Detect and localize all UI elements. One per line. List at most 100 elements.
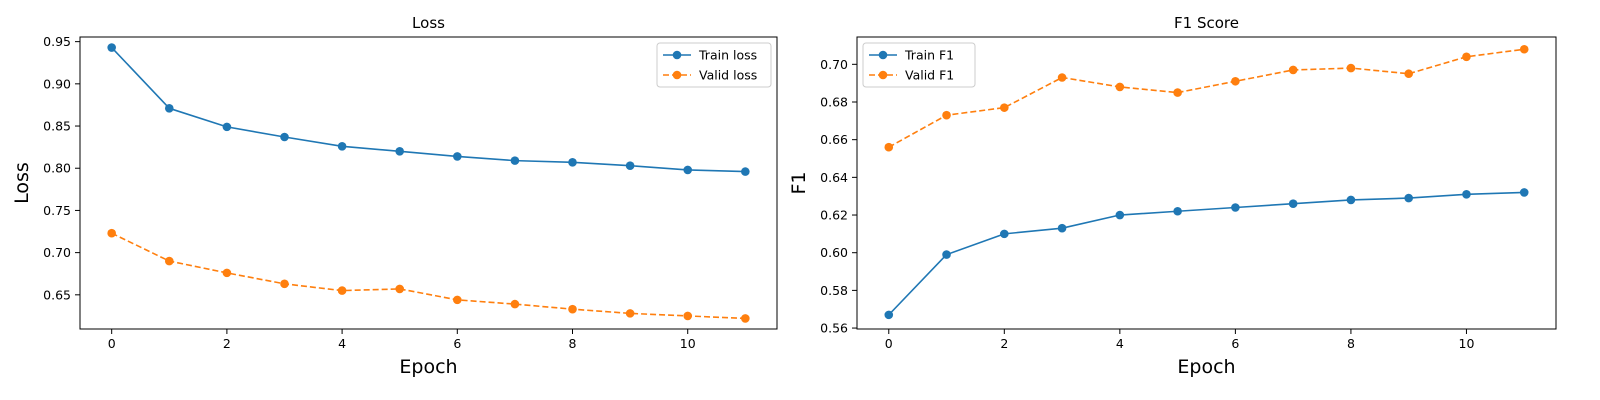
x-tick-label: 8	[1347, 336, 1355, 351]
data-point	[1404, 193, 1413, 203]
y-tick-label: 0.75	[43, 203, 71, 218]
y-tick-label: 0.56	[820, 321, 848, 336]
series-valid-loss	[107, 228, 750, 323]
legend: Train F1 Valid F1	[862, 42, 976, 88]
y-tick-label: 0.60	[820, 245, 848, 260]
data-point	[1057, 73, 1067, 82]
legend-label: Train loss	[698, 48, 757, 63]
data-point	[107, 228, 116, 238]
legend-label: Valid F1	[905, 68, 954, 83]
legend-marker	[878, 70, 888, 80]
data-point	[453, 152, 462, 161]
data-point	[942, 110, 951, 120]
data-point	[1231, 76, 1240, 86]
data-point	[510, 299, 520, 309]
x-axis-label: Epoch	[1177, 356, 1235, 378]
legend-box	[862, 42, 976, 88]
x-axis-label: Epoch	[399, 356, 457, 378]
x-tick-label: 4	[338, 336, 346, 351]
x-tick-label: 10	[680, 336, 696, 351]
series-line	[888, 191, 1525, 316]
data-point	[510, 156, 520, 165]
data-point	[164, 256, 174, 266]
data-point	[1519, 44, 1529, 54]
data-point	[884, 142, 894, 152]
data-point	[1404, 69, 1413, 79]
data-point	[1288, 65, 1298, 75]
chart-title: F1 Score	[1174, 14, 1239, 32]
series-valid-f1	[884, 44, 1529, 152]
data-point	[395, 284, 404, 294]
data-point	[1115, 82, 1125, 92]
data-point	[942, 250, 951, 259]
data-point	[568, 304, 577, 314]
plot-frame	[856, 36, 1557, 330]
y-tick-label: 0.85	[43, 119, 71, 134]
data-point	[1519, 188, 1529, 197]
x-tick-label: 0	[885, 336, 893, 351]
y-tick-label: 0.80	[43, 161, 71, 176]
y-tick-label: 0.68	[820, 94, 848, 109]
data-point	[280, 279, 289, 289]
data-point	[1057, 223, 1067, 233]
series-train-loss	[107, 43, 750, 176]
data-point	[107, 43, 116, 52]
data-point	[453, 295, 462, 305]
data-point	[683, 311, 693, 321]
data-point	[1173, 206, 1182, 216]
data-point	[625, 309, 635, 318]
series-line	[111, 46, 746, 173]
data-point	[222, 268, 232, 278]
y-tick-label: 0.58	[820, 283, 848, 298]
data-point	[1115, 210, 1125, 220]
legend-label: Train F1	[904, 48, 954, 63]
y-tick-label: 0.70	[43, 245, 71, 260]
legend-marker	[672, 50, 682, 60]
data-point	[1346, 195, 1356, 205]
data-point	[1462, 190, 1471, 199]
f1-score-chart: F1 Score 0 2 4 6 8 10 0.56 0.58 0.60 0.62 0.64 0.66 0…	[788, 14, 1557, 378]
data-point	[280, 132, 289, 142]
data-point	[568, 158, 577, 167]
data-point	[164, 104, 174, 113]
data-point	[741, 314, 750, 323]
y-tick-label: 0.65	[43, 287, 71, 302]
data-point	[884, 310, 894, 320]
data-point	[222, 122, 232, 132]
data-point	[1231, 203, 1240, 212]
data-point	[337, 141, 347, 151]
y-axis-label: Loss	[11, 162, 33, 204]
x-tick-label: 6	[453, 336, 461, 351]
series-train-f1	[884, 188, 1529, 320]
y-tick-label: 0.70	[820, 57, 848, 72]
data-point	[395, 147, 404, 156]
legend-label: Valid loss	[699, 68, 757, 83]
x-tick-label: 4	[1116, 336, 1124, 351]
plot-frame	[79, 36, 778, 330]
legend-marker	[672, 70, 682, 80]
loss-chart: Loss 0 2 4 6 8 10 0.65 0.70 0.75 0.80 0.85 0.90 0.95 E…	[11, 14, 778, 378]
series-line	[888, 48, 1525, 148]
y-tick-label: 0.90	[43, 76, 71, 91]
x-tick-label: 2	[223, 336, 231, 351]
data-point	[683, 165, 693, 175]
y-tick-label: 0.64	[820, 170, 848, 185]
data-point	[1000, 229, 1009, 239]
y-tick-label: 0.95	[43, 34, 71, 49]
y-axis-label: F1	[788, 171, 810, 194]
x-tick-label: 6	[1231, 336, 1239, 351]
x-tick-label: 8	[569, 336, 577, 351]
x-tick-label: 2	[1000, 336, 1008, 351]
chart-title: Loss	[412, 14, 445, 32]
legend-marker	[878, 50, 888, 60]
series-line	[111, 232, 746, 320]
legend-box	[656, 42, 772, 88]
data-point	[741, 167, 750, 176]
y-tick-label: 0.62	[820, 208, 848, 223]
data-point	[1346, 63, 1356, 73]
data-point	[337, 286, 347, 295]
data-point	[1288, 199, 1298, 209]
y-tick-label: 0.66	[820, 132, 848, 147]
legend: Train loss Valid loss	[656, 42, 772, 88]
